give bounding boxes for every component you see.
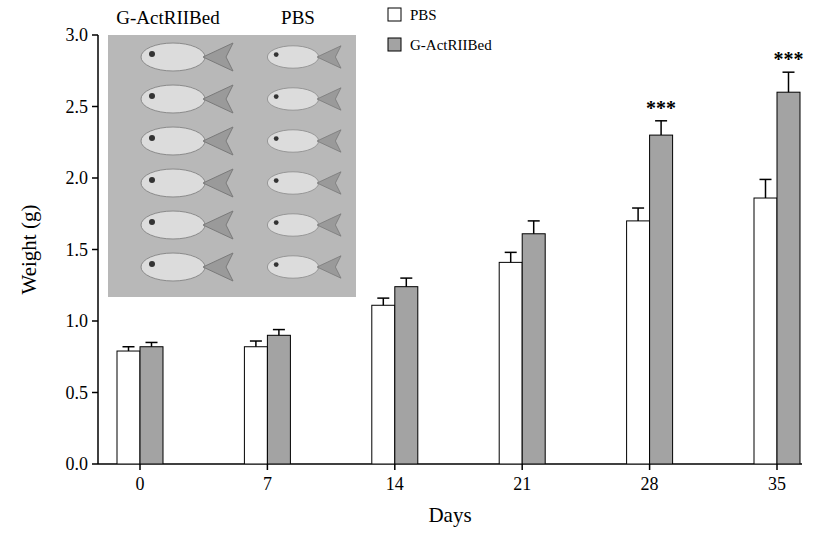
y-tick-label: 0.0 bbox=[66, 454, 89, 474]
y-tick-label: 3.0 bbox=[66, 25, 89, 45]
fish bbox=[141, 43, 233, 71]
bar bbox=[627, 221, 650, 464]
error-bar-cap bbox=[250, 340, 262, 342]
y-tick-label: 1.0 bbox=[66, 311, 89, 331]
error-bar-cap bbox=[146, 342, 158, 344]
legend: PBS G-ActRIIBed bbox=[388, 7, 492, 53]
fish bbox=[141, 211, 233, 239]
fish bbox=[141, 127, 233, 155]
y-tick bbox=[92, 177, 98, 179]
fish bbox=[267, 46, 341, 68]
error-bar bbox=[528, 221, 540, 234]
error-bar-line bbox=[788, 72, 790, 92]
significance: *** bbox=[774, 48, 804, 70]
error-bar-line bbox=[765, 179, 767, 198]
y-tick bbox=[92, 34, 98, 36]
fish bbox=[141, 85, 233, 113]
error-bar-line bbox=[406, 278, 408, 287]
error-bar bbox=[146, 342, 158, 346]
error-bar bbox=[760, 179, 772, 198]
error-bar bbox=[123, 347, 135, 351]
bar bbox=[267, 335, 290, 464]
y-tick bbox=[92, 320, 98, 322]
fish bbox=[141, 253, 233, 281]
x-tick-label: 28 bbox=[641, 474, 659, 494]
fish bbox=[267, 88, 341, 110]
x-tick-label: 35 bbox=[768, 474, 786, 494]
bar bbox=[777, 92, 800, 464]
fish bbox=[267, 214, 341, 236]
error-bar bbox=[505, 252, 517, 262]
fish bbox=[267, 172, 341, 194]
error-bar-cap bbox=[377, 297, 389, 299]
significance: *** bbox=[646, 97, 676, 119]
error-bar bbox=[632, 208, 644, 221]
bar bbox=[499, 262, 522, 464]
error-bar-cap bbox=[123, 346, 135, 348]
y-tick bbox=[92, 106, 98, 108]
error-bar-cap bbox=[783, 71, 795, 73]
y-tick-label: 0.5 bbox=[66, 383, 89, 403]
error-bar bbox=[783, 72, 795, 92]
error-bar bbox=[400, 278, 412, 287]
y-tick-label: 1.5 bbox=[66, 240, 89, 260]
bar bbox=[372, 305, 395, 464]
x-tick bbox=[776, 464, 778, 470]
inset-photo bbox=[108, 35, 356, 297]
bar bbox=[395, 287, 418, 464]
x-tick-label: 14 bbox=[386, 474, 404, 494]
error-bar-line bbox=[510, 252, 512, 262]
fish bbox=[267, 256, 341, 278]
y-tick bbox=[92, 392, 98, 394]
legend-swatch bbox=[388, 8, 401, 21]
error-bar bbox=[250, 341, 262, 347]
error-bar bbox=[377, 298, 389, 305]
error-bar-cap bbox=[655, 120, 667, 122]
error-bar bbox=[655, 121, 667, 135]
inset-label: G-ActRIIBed bbox=[116, 7, 220, 28]
error-bar-cap bbox=[505, 252, 517, 254]
y-axis-title: Weight (g) bbox=[17, 205, 41, 295]
x-tick bbox=[139, 464, 141, 470]
bar bbox=[244, 347, 267, 464]
y-tick bbox=[92, 249, 98, 251]
error-bar-cap bbox=[400, 277, 412, 279]
bar bbox=[754, 198, 777, 464]
y-tick bbox=[92, 463, 98, 465]
x-tick bbox=[521, 464, 523, 470]
x-tick-label: 0 bbox=[136, 474, 145, 494]
error-bar-line bbox=[255, 341, 257, 347]
bar bbox=[140, 347, 163, 464]
error-bar-line bbox=[278, 330, 280, 336]
error-bar-cap bbox=[632, 207, 644, 209]
fish bbox=[267, 130, 341, 152]
error-bar bbox=[273, 330, 285, 336]
error-bar-cap bbox=[528, 220, 540, 222]
x-tick-label: 21 bbox=[513, 474, 531, 494]
x-axis bbox=[98, 463, 802, 465]
error-bar-line bbox=[637, 208, 639, 221]
legend-label: G-ActRIIBed bbox=[410, 37, 492, 53]
fish bbox=[141, 169, 233, 197]
legend-swatch bbox=[388, 38, 401, 51]
inset-label: PBS bbox=[281, 7, 315, 28]
error-bar-line bbox=[383, 298, 385, 305]
x-tick bbox=[649, 464, 651, 470]
error-bar-line bbox=[660, 121, 662, 135]
x-tick-label: 7 bbox=[263, 474, 272, 494]
y-tick-label: 2.0 bbox=[66, 168, 89, 188]
x-axis-title: Days bbox=[428, 503, 471, 527]
bar bbox=[650, 135, 673, 464]
error-bar-line bbox=[533, 221, 535, 234]
bar bbox=[117, 351, 140, 464]
chart: G-ActRIIBed PBS 0.0 0.5 1.0 1.5 2.0 2.5 3.0 0 7 14 2… bbox=[0, 0, 817, 533]
bar bbox=[522, 234, 545, 464]
x-tick bbox=[267, 464, 269, 470]
x-tick bbox=[394, 464, 396, 470]
legend-label: PBS bbox=[410, 7, 437, 23]
y-tick-label: 2.5 bbox=[66, 97, 89, 117]
error-bar-cap bbox=[273, 329, 285, 331]
error-bar-cap bbox=[760, 179, 772, 181]
bars bbox=[117, 72, 800, 464]
